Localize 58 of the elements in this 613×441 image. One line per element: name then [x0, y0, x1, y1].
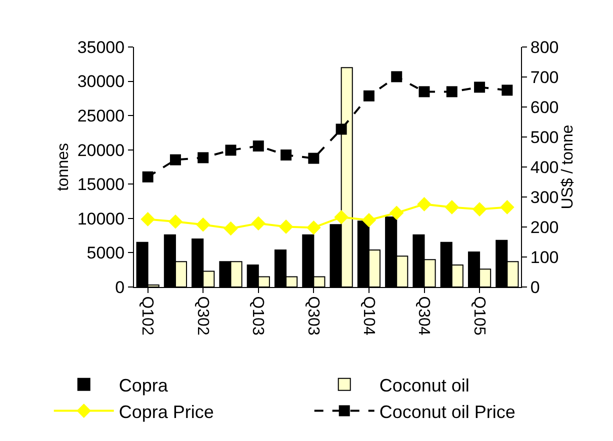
y-tick-label: 0 [115, 278, 125, 297]
y-tick-label: 30000 [77, 72, 125, 92]
point [170, 154, 181, 166]
point [446, 86, 458, 98]
point [308, 152, 320, 164]
point [500, 200, 514, 214]
point [502, 84, 513, 96]
point [336, 124, 347, 135]
y-axis-title: tonnes [55, 142, 72, 192]
point [389, 206, 404, 220]
legend-label: Copra Price [118, 402, 214, 422]
y2-tick-label: 200 [530, 218, 559, 237]
point [391, 71, 402, 82]
point [363, 90, 374, 102]
y2-tick-label: 600 [530, 98, 559, 117]
point [252, 140, 264, 152]
x-tick-label: Q104 [360, 296, 377, 336]
x-tick-label: Q302 [194, 296, 211, 336]
y-tick-label: 15000 [77, 175, 125, 194]
legend-label: Coconut oil [379, 375, 470, 396]
point [196, 217, 210, 232]
point [278, 220, 294, 234]
point [280, 150, 292, 160]
y-tick-label: 5000 [86, 244, 125, 263]
point [444, 200, 460, 214]
point [225, 144, 236, 156]
point [224, 221, 238, 236]
y2-tick-label: 0 [530, 278, 540, 297]
y2-tick-label: 300 [530, 188, 559, 207]
legend-label: Copra [118, 375, 169, 396]
x-tick-label: Q105 [470, 296, 488, 336]
point [142, 171, 154, 182]
point [417, 197, 432, 212]
point [474, 82, 486, 93]
y-tick-label: 10000 [77, 209, 125, 228]
y-tick-label: 25000 [77, 106, 125, 126]
point [362, 212, 376, 228]
point [306, 220, 321, 235]
y-tick-label: 20000 [77, 140, 125, 160]
y2-tick-label: 500 [530, 128, 559, 147]
y-tick-label: 35000 [77, 38, 125, 57]
y2-tick-label: 100 [530, 248, 559, 267]
x-tick-label: Q304 [415, 296, 432, 336]
y2-axis-title: US$ / tonne [559, 124, 576, 210]
legend-label: Coconut oil Price [379, 402, 516, 422]
y2-tick-label: 800 [530, 38, 559, 57]
x-tick-label: Q103 [249, 296, 266, 336]
y2-tick-label: 700 [530, 68, 559, 87]
point [418, 86, 430, 98]
x-tick-label: Q303 [304, 296, 322, 336]
y2-tick-label: 400 [530, 158, 559, 177]
point [251, 216, 266, 231]
point [472, 202, 487, 216]
point [198, 152, 209, 164]
point [168, 214, 183, 229]
point [334, 210, 348, 224]
x-tick-label: Q102 [138, 296, 156, 336]
point [140, 212, 155, 226]
